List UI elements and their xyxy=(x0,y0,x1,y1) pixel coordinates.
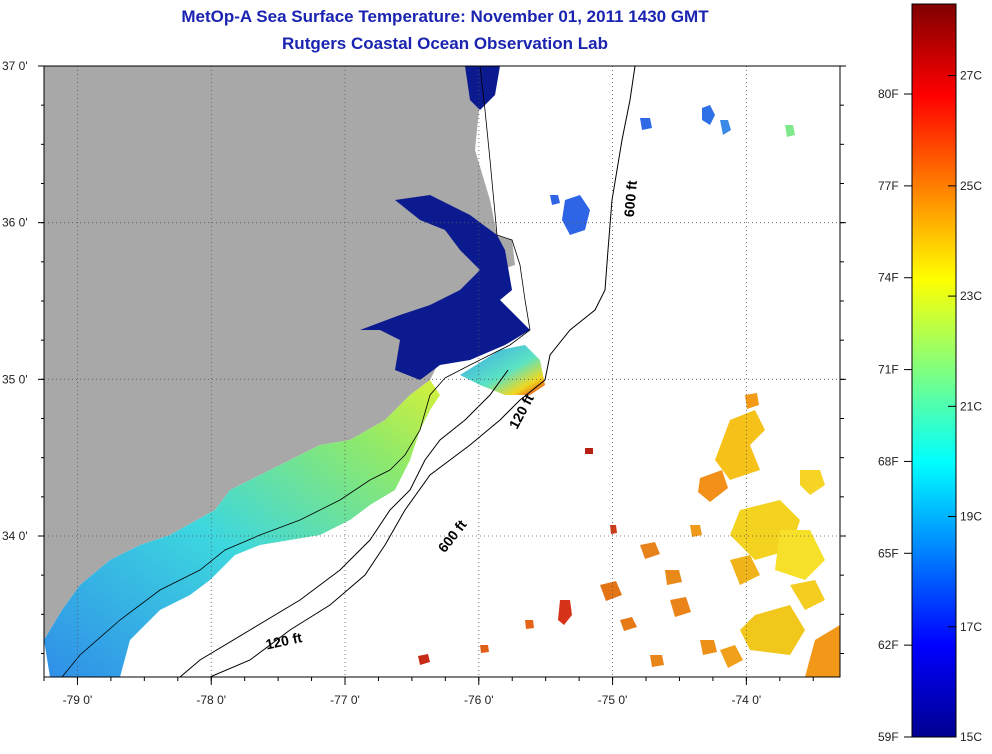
lon-tick-label: -75 0' xyxy=(598,693,628,707)
lon-tick-label: -78 0' xyxy=(196,693,226,707)
pamlico-sound xyxy=(360,195,530,380)
land-mass xyxy=(44,66,515,640)
contour-label: 600 ft xyxy=(621,179,640,217)
celsius-label: 21C xyxy=(960,399,982,413)
fahrenheit-label: 62F xyxy=(878,638,899,652)
lat-tick-label: 34 0' xyxy=(2,529,28,543)
lon-tick-label: -76 0' xyxy=(464,693,494,707)
celsius-label: 15C xyxy=(960,730,982,744)
bathymetry-contours xyxy=(179,66,636,677)
fahrenheit-label: 59F xyxy=(878,730,899,744)
fahrenheit-label: 68F xyxy=(878,454,899,468)
coastline xyxy=(61,66,531,677)
axis-labels: -79 0' -78 0' -77 0' -76 0' -75 0' -74 0' 37 0… xyxy=(2,59,761,707)
fahrenheit-label: 74F xyxy=(878,271,899,285)
lon-tick-label: -79 0' xyxy=(63,693,93,707)
fahrenheit-label: 65F xyxy=(878,546,899,560)
warm-water-patches xyxy=(418,393,840,677)
map-frame xyxy=(43,65,841,678)
fahrenheit-label: 80F xyxy=(878,87,899,101)
lon-tick-label: -77 0' xyxy=(330,693,360,707)
cape-hatteras-patch xyxy=(460,345,545,395)
fahrenheit-label: 77F xyxy=(878,179,899,193)
map-title: MetOp-A Sea Surface Temperature: Novembe… xyxy=(181,7,709,26)
celsius-label: 25C xyxy=(960,179,982,193)
celsius-label: 19C xyxy=(960,510,982,524)
map-subtitle: Rutgers Coastal Ocean Observation Lab xyxy=(282,34,608,53)
lat-tick-label: 35 0' xyxy=(2,372,28,386)
colorbar-labels: 27C 25C 23C 21C 19C 17C 15C 80F 77F 74F 71F 68F 65F 6… xyxy=(878,69,982,744)
contour-label: 120 ft xyxy=(264,629,303,652)
celsius-label: 27C xyxy=(960,69,982,83)
lat-tick-label: 36 0' xyxy=(2,216,28,230)
axis-ticks xyxy=(38,65,846,685)
lat-tick-label: 37 0' xyxy=(2,59,28,73)
colorbar-gradient xyxy=(911,3,957,738)
cold-water-patches xyxy=(550,105,795,235)
celsius-label: 23C xyxy=(960,289,982,303)
lon-tick-label: -74 0' xyxy=(732,693,762,707)
fahrenheit-label: 71F xyxy=(878,363,899,377)
celsius-label: 17C xyxy=(960,620,982,634)
